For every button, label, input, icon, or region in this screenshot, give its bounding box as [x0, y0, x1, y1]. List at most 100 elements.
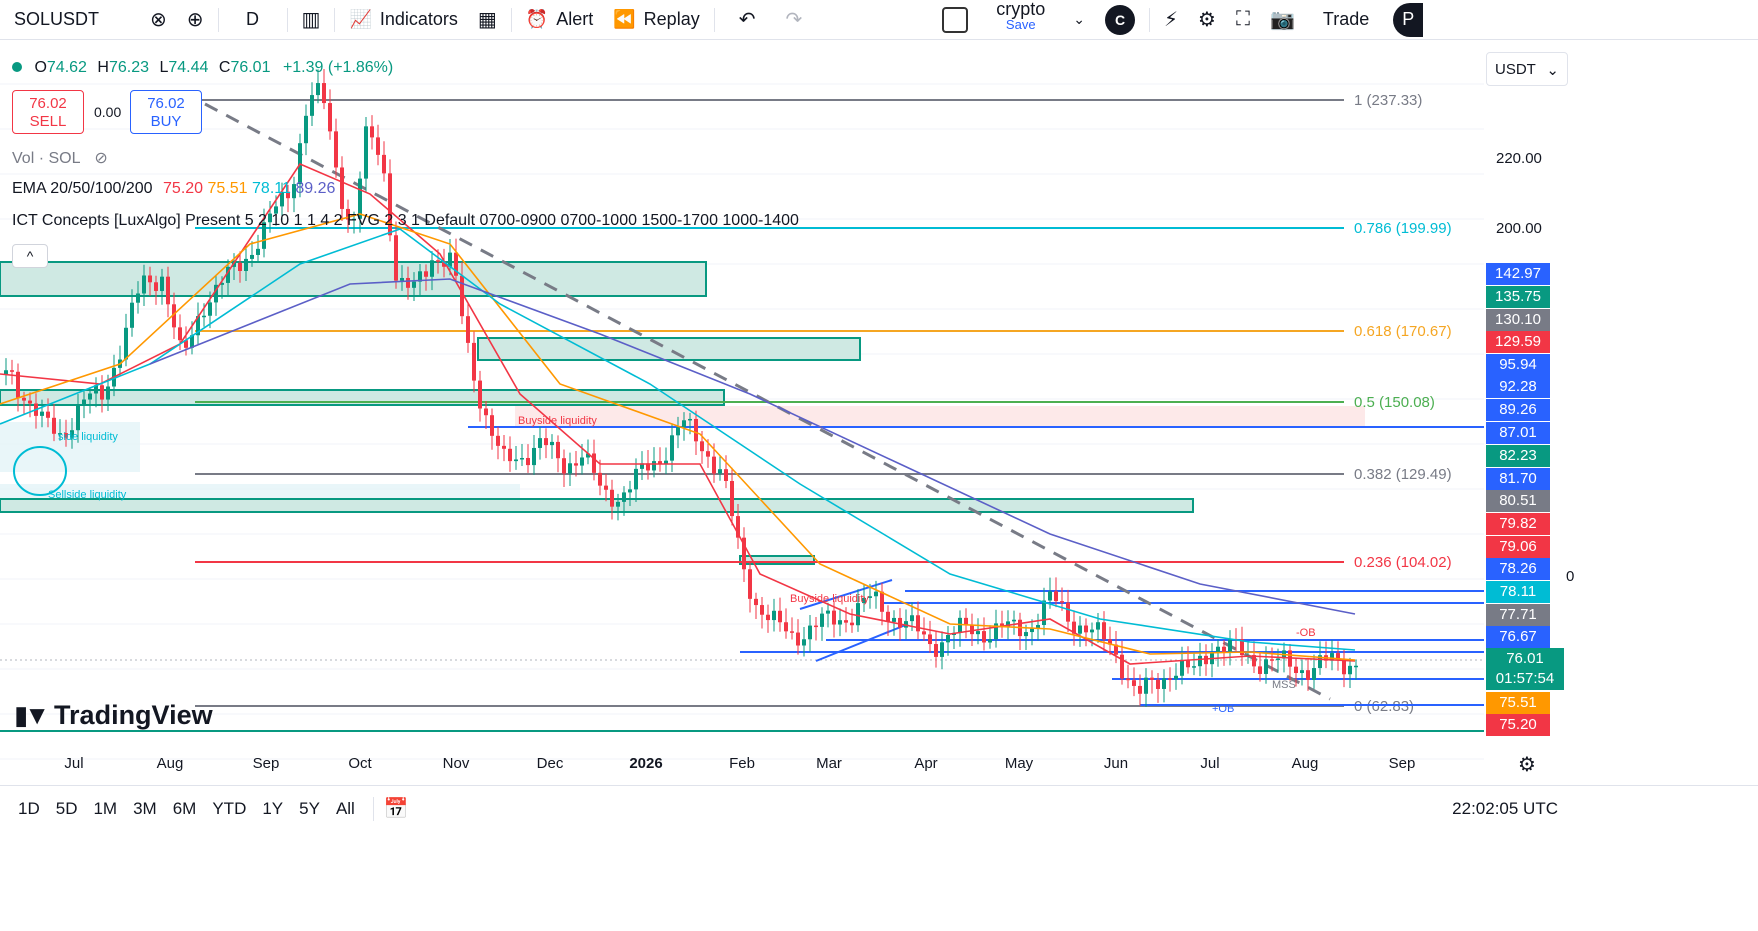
- symbol-search[interactable]: SOLUSDT: [0, 0, 140, 40]
- candle-body: [1132, 680, 1136, 686]
- alert-label: Alert: [556, 9, 594, 29]
- fib-level-label: 0 (62.83): [1354, 698, 1414, 715]
- candle-body: [100, 385, 104, 400]
- ema-line: [0, 228, 1356, 651]
- candle-body: [1330, 653, 1334, 661]
- interval-button[interactable]: D: [223, 0, 283, 40]
- layout-name-button[interactable]: crypto Save: [978, 0, 1063, 40]
- candle-body: [1354, 665, 1358, 668]
- order-block-zone: [739, 555, 815, 565]
- candle-body: [670, 435, 674, 461]
- ema-legend[interactable]: EMA 20/50/100/200 75.20 75.51 78.11 89.2…: [12, 180, 335, 198]
- add-symbol-icon[interactable]: ⊕: [186, 9, 204, 31]
- date-range-icon[interactable]: 📅: [383, 798, 409, 820]
- indicators-button[interactable]: 📈 Indicators: [339, 0, 467, 40]
- layout-dropdown-icon[interactable]: ⌄: [1073, 11, 1085, 27]
- sell-label: SELL: [29, 113, 67, 130]
- fib-level-label: 1 (237.33): [1354, 92, 1422, 109]
- layout-square-icon[interactable]: [932, 0, 978, 40]
- camera-icon[interactable]: 📷: [1269, 9, 1295, 31]
- divider: [713, 7, 715, 32]
- open-value: 74.62: [46, 59, 87, 76]
- range-button-6m[interactable]: 6M: [172, 798, 197, 818]
- candle-body: [88, 393, 92, 400]
- settings-icon[interactable]: ⚙: [1198, 9, 1216, 31]
- candle-body: [880, 591, 884, 612]
- undo-icon[interactable]: ↶: [738, 9, 756, 31]
- interval-label: D: [246, 9, 260, 29]
- range-button-5y[interactable]: 5Y: [299, 798, 320, 818]
- candle-body: [1144, 677, 1148, 694]
- layout-name: crypto: [996, 0, 1046, 19]
- candle-body: [142, 275, 146, 294]
- candle-body: [1114, 644, 1118, 655]
- alarm-icon: ⏰: [525, 9, 549, 29]
- buy-button[interactable]: 76.02 BUY: [130, 90, 202, 134]
- divider: [217, 7, 219, 32]
- price-label: 95.94: [1486, 354, 1550, 376]
- range-button-1m[interactable]: 1M: [93, 798, 118, 818]
- candle-body: [970, 625, 974, 635]
- sellside-liquidity-label: side liquidity: [58, 431, 118, 443]
- candle-body: [982, 631, 986, 643]
- templates-icon[interactable]: ▦: [477, 9, 497, 31]
- replay-button[interactable]: ⏪ Replay: [603, 0, 709, 40]
- candle-body: [1186, 660, 1190, 668]
- candle-body: [166, 276, 170, 305]
- candle-body: [496, 435, 500, 446]
- candle-type-icon[interactable]: ▥: [301, 9, 321, 31]
- hide-eye-icon[interactable]: ⊘: [94, 150, 108, 167]
- volume-legend[interactable]: Vol · SOL ⊘: [12, 148, 108, 168]
- candle-body: [322, 83, 326, 104]
- timezone-settings-icon[interactable]: ⚙: [1518, 754, 1536, 776]
- alert-button[interactable]: ⏰ Alert: [516, 0, 603, 40]
- ema20-value: 75.20: [163, 180, 204, 197]
- range-button-1y[interactable]: 1Y: [262, 798, 284, 818]
- tradingview-logo[interactable]: ▮▼ TradingView: [14, 700, 213, 731]
- range-button-all[interactable]: All: [335, 798, 355, 818]
- user-avatar[interactable]: C: [1095, 0, 1145, 40]
- ob-zones: [0, 83, 1484, 760]
- candle-body: [1312, 668, 1316, 680]
- utc-clock[interactable]: 22:02:05 UTC: [1452, 798, 1558, 818]
- drawn-circle: [13, 446, 67, 496]
- candle-body: [214, 284, 218, 303]
- range-button-ytd[interactable]: YTD: [212, 798, 247, 818]
- candle-body: [862, 597, 866, 604]
- candle-body: [232, 262, 236, 267]
- range-button-3m[interactable]: 3M: [133, 798, 157, 818]
- price-chart[interactable]: 1 (237.33) 0.786 (199.99) 0.618 (170.67) 0.…: [0, 44, 1758, 789]
- collapse-legend-button[interactable]: ^: [12, 244, 48, 268]
- candle-body: [478, 380, 482, 409]
- sell-button[interactable]: 76.02 SELL: [12, 90, 84, 134]
- range-button-5d[interactable]: 5D: [55, 798, 78, 818]
- price-label: 129.59: [1486, 331, 1550, 353]
- compare-icon[interactable]: ⊗: [150, 9, 167, 31]
- candle-body: [1198, 655, 1202, 667]
- channel-line: [815, 623, 909, 662]
- ema-line: [149, 278, 1356, 615]
- candle-body: [490, 415, 494, 436]
- time-axis-label: Jul: [64, 755, 84, 772]
- candle-body: [694, 418, 698, 442]
- time-axis-label: Aug: [156, 755, 184, 772]
- candle-body: [526, 457, 530, 466]
- currency-select[interactable]: USDT ⌄: [1486, 52, 1568, 86]
- candle-body: [388, 173, 392, 236]
- trade-button[interactable]: Trade: [1305, 0, 1387, 40]
- candle-body: [640, 463, 644, 469]
- candle-body: [520, 457, 524, 460]
- candle-body: [976, 631, 980, 635]
- time-axis-label: Aug: [1291, 755, 1319, 772]
- fullscreen-icon[interactable]: ⛶: [1235, 8, 1250, 30]
- quick-search-icon[interactable]: ⚡: [1164, 9, 1179, 31]
- candle-body: [1048, 591, 1052, 601]
- candle-body: [544, 438, 548, 446]
- candle-body: [1072, 621, 1076, 634]
- ict-legend[interactable]: ICT Concepts [LuxAlgo] Present 5 2 10 1 …: [12, 212, 799, 230]
- range-button-1d[interactable]: 1D: [18, 798, 40, 818]
- redo-icon[interactable]: ↷: [785, 9, 803, 31]
- candle-body: [94, 385, 98, 394]
- publish-button[interactable]: P: [1393, 2, 1424, 37]
- candle-body: [1150, 677, 1154, 680]
